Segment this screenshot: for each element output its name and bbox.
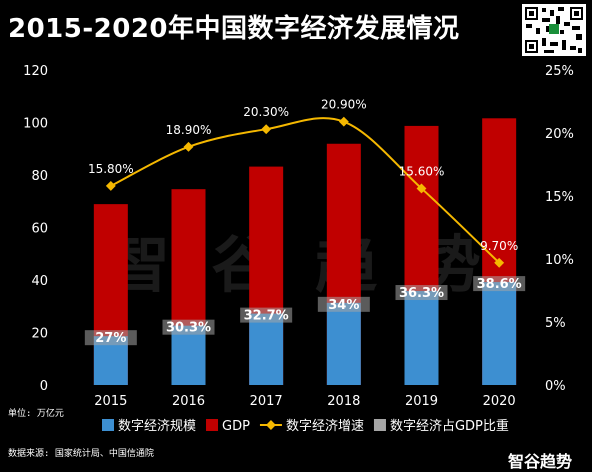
digital-economy-bar — [249, 313, 284, 385]
share-label: 27% — [95, 331, 126, 346]
growth-point — [183, 141, 194, 152]
legend-label: 数字经济规模 — [118, 419, 196, 434]
right-axis-ticks: 0% 5% 10% 15% 20% 25% — [545, 64, 574, 394]
share-labels: 27% 30.3% 32.7% 34% 36.3% 38.6% — [84, 276, 526, 346]
x-tick-label: 2017 — [250, 394, 283, 409]
share-label: 38.6% — [477, 277, 522, 292]
left-axis-ticks: 0 20 40 60 80 100 120 — [23, 64, 48, 394]
legend: 数字经济规模 GDP 数字经济增速 数字经济占GDP比重 — [102, 418, 509, 434]
x-axis-ticks: 2015 2016 2017 2018 2019 2020 — [94, 394, 515, 409]
share-label: 34% — [328, 298, 359, 313]
share-label-bg — [317, 296, 370, 312]
y-tick-label: 80 — [31, 169, 48, 184]
y2-tick-label: 0% — [545, 379, 566, 394]
digital-economy-bar — [171, 325, 206, 385]
growth-label: 15.80% — [88, 162, 134, 176]
legend-label: GDP — [222, 419, 250, 434]
legend-swatch — [373, 419, 386, 431]
share-label: 36.3% — [399, 286, 444, 301]
y2-tick-label: 5% — [545, 316, 566, 331]
legend-swatch — [102, 419, 114, 431]
x-tick-label: 2016 — [172, 394, 205, 409]
y-tick-label: 20 — [31, 327, 48, 342]
source-note: 数据来源: 国家统计局、中国信通院 — [8, 449, 154, 459]
growth-line-path — [110, 117, 500, 264]
share-label: 32.7% — [244, 309, 289, 324]
unit-note: 单位: 万亿元 — [8, 409, 64, 419]
share-label-bg — [240, 307, 293, 323]
y2-tick-label: 25% — [545, 64, 574, 79]
growth-point — [105, 180, 116, 191]
bars — [93, 118, 517, 386]
growth-point — [416, 183, 427, 194]
share-label-bg — [84, 330, 137, 346]
y-tick-label: 60 — [31, 222, 48, 237]
growth-label: 20.90% — [321, 98, 367, 112]
y-tick-label: 40 — [31, 274, 48, 289]
y-tick-label: 100 — [23, 117, 48, 132]
y-tick-label: 120 — [23, 64, 48, 79]
brand-logo: 智谷趋势 — [508, 452, 573, 471]
legend-label: 数字经济占GDP比重 — [390, 418, 509, 434]
y2-tick-label: 10% — [545, 253, 574, 268]
y2-tick-label: 20% — [545, 127, 574, 142]
legend-swatch — [206, 419, 219, 431]
share-label-bg — [473, 276, 526, 292]
growth-label: 18.90% — [166, 123, 212, 137]
share-label-bg — [395, 285, 448, 301]
y-tick-label: 0 — [40, 379, 48, 394]
x-tick-label: 2018 — [327, 394, 360, 409]
share-label-bg — [162, 319, 215, 335]
share-label: 30.3% — [166, 321, 211, 336]
digital-economy-bar — [404, 291, 439, 385]
growth-label: 15.60% — [399, 164, 445, 178]
growth-label: 20.30% — [243, 105, 289, 119]
growth-point — [261, 124, 272, 135]
x-tick-label: 2015 — [94, 394, 127, 409]
growth-label: 9.70% — [480, 239, 518, 253]
legend-point-marker — [266, 420, 276, 430]
growth-point — [494, 257, 505, 268]
digital-economy-bar — [482, 282, 517, 385]
y2-tick-label: 15% — [545, 190, 574, 205]
legend-label: 数字经济增速 — [286, 419, 364, 434]
growth-point — [338, 116, 349, 127]
chart-title: 2015-2020年中国数字经济发展情况 — [8, 14, 460, 44]
x-tick-label: 2020 — [483, 394, 516, 409]
digital-economy-bar — [326, 302, 361, 385]
qr-code — [522, 4, 586, 56]
growth-line: 15.80% 18.90% 20.30% 20.90% 15.60% 9.70% — [88, 98, 518, 268]
x-tick-label: 2019 — [405, 394, 438, 409]
